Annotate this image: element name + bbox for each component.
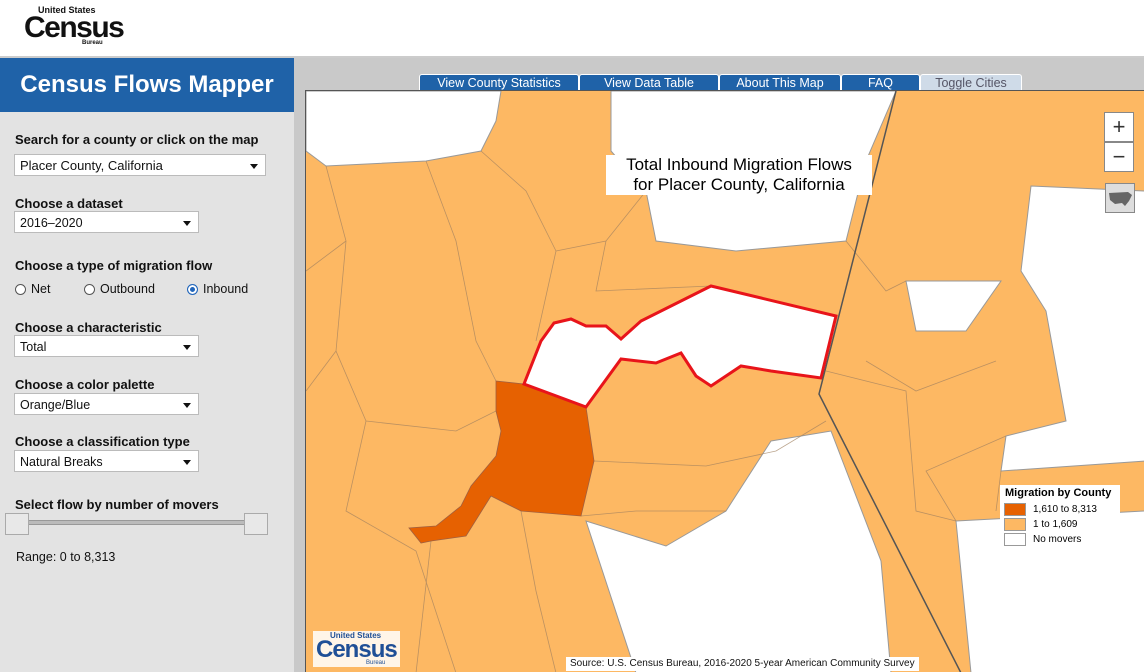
county bbox=[905, 280, 1002, 332]
logo-top: United States bbox=[38, 5, 96, 15]
radio[interactable]: Outbound bbox=[84, 282, 155, 296]
sidebar: Census Flows Mapper Search for a county … bbox=[0, 58, 294, 672]
label: Choose a color palette bbox=[15, 377, 155, 392]
legend-label: 1,610 to 8,313 bbox=[1033, 504, 1097, 515]
map-title-line: for Placer County, California bbox=[633, 175, 845, 194]
county bbox=[585, 430, 892, 672]
legend-swatch bbox=[1004, 518, 1026, 531]
slider-handle[interactable] bbox=[5, 513, 29, 535]
county-line bbox=[580, 420, 827, 517]
radio-label: Outbound bbox=[100, 282, 155, 296]
label: Choose a dataset bbox=[15, 196, 123, 211]
label: Choose a characteristic bbox=[15, 320, 162, 335]
slider-track bbox=[14, 520, 256, 525]
us-icon bbox=[1109, 192, 1132, 206]
radio-label: Net bbox=[31, 282, 51, 296]
tab[interactable]: View County Statistics bbox=[419, 74, 579, 92]
zoom-out[interactable]: − bbox=[1104, 142, 1134, 172]
source-note: Source: U.S. Census Bureau, 2016-2020 5-… bbox=[566, 657, 919, 671]
logo-top: United States bbox=[330, 631, 382, 640]
range-text: Range: 0 to 8,313 bbox=[16, 550, 116, 564]
app-title: Census Flows Mapper bbox=[0, 58, 294, 112]
logo-main: Census bbox=[24, 11, 125, 44]
map-logo: United States Census Bureau bbox=[313, 631, 400, 667]
map-title-line: Total Inbound Migration Flows bbox=[626, 155, 852, 174]
logo-sub: Bureau bbox=[366, 660, 386, 666]
zoom-in[interactable]: + bbox=[1104, 112, 1134, 142]
county-line bbox=[845, 240, 1007, 522]
legend: Migration by County 1,610 to 8,313 1 to 1… bbox=[1000, 485, 1120, 551]
full-extent-button[interactable] bbox=[1105, 183, 1135, 213]
legend-item: 1,610 to 8,313 bbox=[1004, 502, 1120, 517]
county-line bbox=[415, 510, 557, 672]
tab[interactable]: FAQ bbox=[841, 74, 920, 92]
legend-label: No movers bbox=[1033, 534, 1082, 545]
logo-main: Census bbox=[316, 636, 398, 663]
palette-select[interactable]: Orange/Blue bbox=[14, 393, 199, 415]
tab[interactable]: Toggle Cities bbox=[920, 74, 1022, 92]
label: Select flow by number of movers bbox=[15, 497, 219, 512]
slider-handle[interactable] bbox=[244, 513, 268, 535]
tab[interactable]: About This Map bbox=[719, 74, 841, 92]
legend-swatch bbox=[1004, 533, 1026, 546]
label: Choose a classification type bbox=[15, 434, 190, 449]
radio[interactable]: Inbound bbox=[187, 282, 248, 296]
radio[interactable]: Net bbox=[15, 282, 50, 296]
legend-title: Migration by County bbox=[1005, 487, 1112, 499]
legend-item: 1 to 1,609 bbox=[1004, 517, 1120, 532]
dataset-select[interactable]: 2016–2020 bbox=[14, 211, 199, 233]
county bbox=[408, 380, 595, 544]
county-line bbox=[555, 190, 712, 292]
census-logo[interactable]: United States Census Bureau bbox=[24, 5, 125, 47]
tab[interactable]: View Data Table bbox=[579, 74, 719, 92]
county bbox=[1000, 185, 1144, 472]
logo-sub: Bureau bbox=[82, 40, 103, 46]
characteristic-select[interactable]: Total bbox=[14, 335, 199, 357]
label: Choose a type of migration flow bbox=[15, 258, 213, 273]
legend-items: 1,610 to 8,313 1 to 1,609 No movers bbox=[1000, 502, 1120, 547]
county-line bbox=[425, 160, 497, 382]
legend-label: 1 to 1,609 bbox=[1033, 519, 1078, 530]
legend-swatch bbox=[1004, 503, 1026, 516]
county-line bbox=[825, 370, 1002, 522]
selected-county bbox=[522, 284, 838, 409]
radio-label: Inbound bbox=[203, 282, 249, 296]
map-canvas bbox=[306, 91, 1144, 672]
county-search[interactable]: Placer County, California bbox=[14, 154, 266, 176]
map-title: Total Inbound Migration Flows for Placer … bbox=[606, 155, 872, 195]
county bbox=[306, 91, 502, 167]
classification-select[interactable]: Natural Breaks bbox=[14, 450, 199, 472]
label: Search for a county or click on the map bbox=[15, 132, 259, 147]
county-line bbox=[306, 240, 497, 432]
county-line bbox=[325, 165, 457, 672]
legend-item: No movers bbox=[1004, 532, 1120, 547]
map[interactable]: Total Inbound Migration Flows for Placer … bbox=[305, 90, 1144, 672]
header: United States Census Bureau bbox=[0, 0, 1144, 58]
county-line bbox=[480, 150, 557, 342]
